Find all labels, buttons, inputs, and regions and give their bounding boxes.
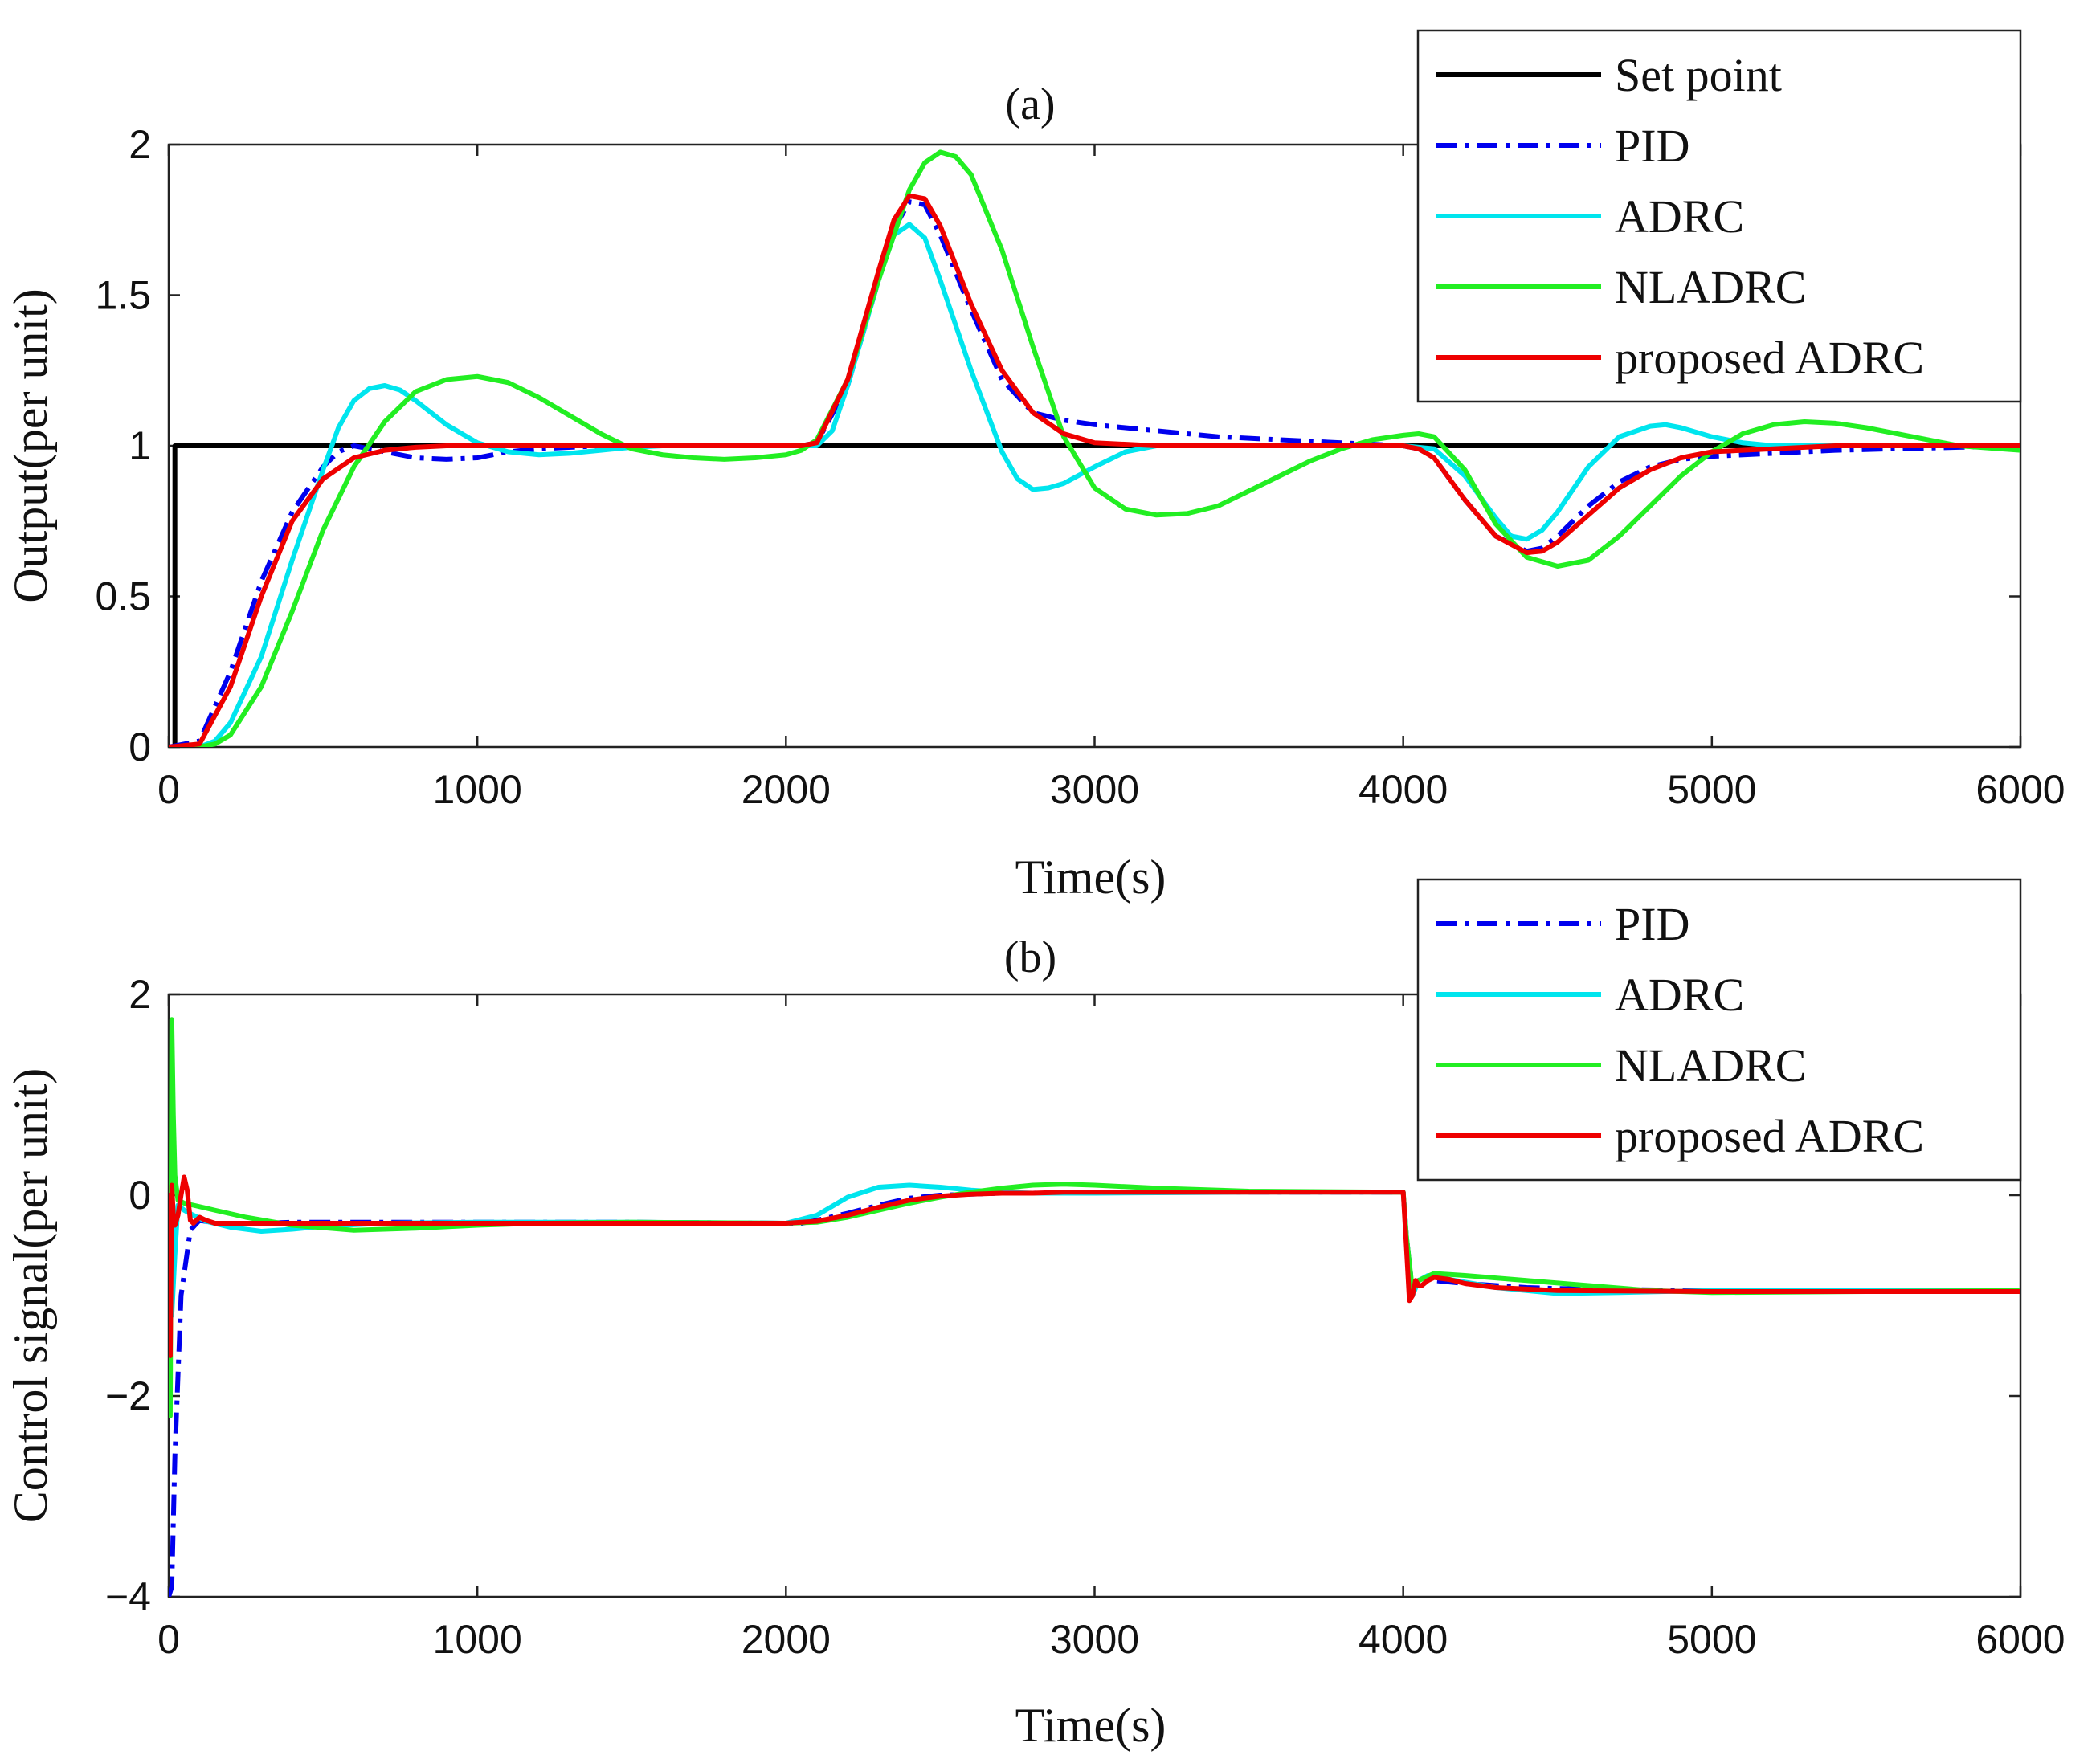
legend-entry: PID xyxy=(1615,120,1689,172)
x-tick-label: 4000 xyxy=(1358,1617,1448,1662)
y-tick-label: 1 xyxy=(129,423,151,468)
chart-title: (b) xyxy=(1004,933,1056,982)
x-axis-label: Time(s) xyxy=(1015,1699,1166,1752)
x-tick-label: 6000 xyxy=(1975,1617,2065,1662)
legend-entry: ADRC xyxy=(1615,969,1744,1021)
chart-panel-0: 0 1000 2000 3000 4000 5000 6000 0 0.5 1 1.5 2 (a) Tim… xyxy=(4,29,2065,904)
series-line-proposed-adrc xyxy=(169,1174,2020,1358)
x-tick-label: 3000 xyxy=(1050,767,1139,812)
chart-title: (a) xyxy=(1005,80,1055,129)
series-line-nladrc xyxy=(169,149,2020,747)
legend-entry: proposed ADRC xyxy=(1615,1110,1924,1162)
legend-box xyxy=(1416,878,2022,1182)
x-tick-label: 5000 xyxy=(1667,767,1756,812)
series-group xyxy=(169,1017,2020,1597)
y-tick-label: 2 xyxy=(129,122,151,167)
x-tick-label: 2000 xyxy=(742,767,831,812)
y-tick-label: 2 xyxy=(129,972,151,1017)
x-tick-label: 4000 xyxy=(1358,767,1448,812)
y-tick-label: −2 xyxy=(105,1373,151,1418)
y-axis-label: Output(per unit) xyxy=(4,288,57,603)
x-tick-label: 1000 xyxy=(433,1617,522,1662)
y-tick-label: 0 xyxy=(129,724,151,769)
legend: Set point PID ADRC NLADRC proposed ADRC xyxy=(1416,29,2022,403)
x-tick-label: 3000 xyxy=(1050,1617,1139,1662)
y-tick-label: 1.5 xyxy=(95,273,151,318)
x-tick-label: 1000 xyxy=(433,767,522,812)
x-tick-label: 0 xyxy=(157,767,180,812)
x-tick-label: 6000 xyxy=(1975,767,2065,812)
legend-entry: NLADRC xyxy=(1615,1039,1806,1092)
legend-entry: Set point xyxy=(1615,49,1782,101)
x-axis-label: Time(s) xyxy=(1015,851,1166,904)
y-axis-label: Control signal(per unit) xyxy=(4,1068,57,1524)
y-tick-label: 0.5 xyxy=(95,574,151,619)
y-tick-label: −4 xyxy=(105,1574,151,1619)
chart-panel-1: 0 1000 2000 3000 4000 5000 6000 −4 −2 0 2 (b) Time(s… xyxy=(4,878,2065,1752)
series-group xyxy=(169,149,2020,747)
series-line-adrc xyxy=(169,222,2020,747)
legend-entry: proposed ADRC xyxy=(1615,332,1924,384)
series-line-set-point xyxy=(169,443,2020,747)
y-tick-label: 0 xyxy=(129,1173,151,1218)
legend-entry: ADRC xyxy=(1615,190,1744,243)
series-line-pid xyxy=(169,199,2020,747)
x-tick-label: 0 xyxy=(157,1617,180,1662)
series-line-proposed-adrc xyxy=(169,193,2020,747)
x-tick-label: 2000 xyxy=(742,1617,831,1662)
x-tick-label: 5000 xyxy=(1667,1617,1756,1662)
legend-entry: NLADRC xyxy=(1615,261,1806,313)
legend: PID ADRC NLADRC proposed ADRC xyxy=(1416,878,2022,1182)
legend-entry: PID xyxy=(1615,898,1689,950)
